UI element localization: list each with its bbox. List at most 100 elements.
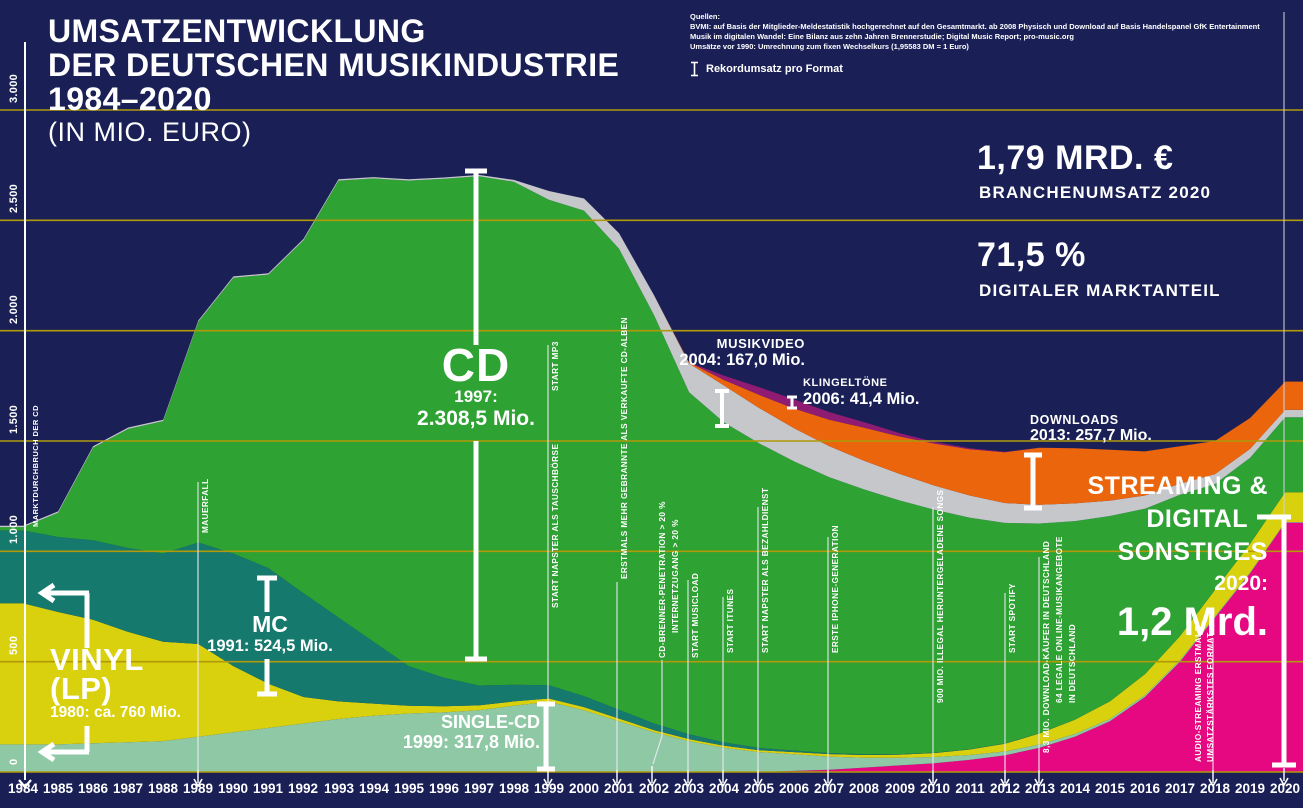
event-label-cdbrenner20: CD-BRENNER-PENETRATION > 20 % [658, 501, 667, 658]
year-2017: 2017 [1164, 781, 1196, 796]
year-2005: 2005 [743, 781, 775, 796]
year-2012: 2012 [989, 781, 1021, 796]
title-line: 1984–2020 [48, 81, 212, 117]
year-1996: 1996 [428, 781, 460, 796]
source-line-2: Umsätze vor 1990: Umrechnung zum fixen W… [690, 42, 969, 51]
year-1999: 1999 [533, 781, 565, 796]
year-1984: 1984 [7, 781, 39, 796]
kpi-total-revenue-label: BRANCHENUMSATZ 2020 [979, 183, 1212, 202]
year-1992: 1992 [287, 781, 319, 796]
format-annotation-single-line0: SINGLE-CD [441, 712, 540, 732]
down-arrow-icon [543, 778, 553, 788]
format-annotation-vinyl-line1: (LP) [50, 671, 113, 706]
format-annotation-vinyl-line2: 1980: ca. 760 Mio. [50, 704, 181, 721]
format-annotation-single-line1: 1999: 317,8 Mio. [402, 732, 540, 752]
format-annotation-streaming: STREAMING & DIGITAL SONSTIGES 2020: 1,2 Mrd. [968, 470, 1269, 646]
record-bar-icon [691, 61, 698, 77]
kpi-digital-share-value: 71,5 % [977, 236, 1086, 274]
event-label-audiostreaming2: UMSATZSTÄRKSTES FORMAT [1206, 632, 1215, 762]
format-annotation-mc-line1: 1991: 524,5 Mio. [207, 637, 333, 655]
format-annotation-streaming-line4: 1,2 Mrd. [1116, 600, 1268, 644]
kpi-total-revenue-value: 1,79 MRD. € [977, 139, 1174, 177]
format-annotation-mc-line0: MC [252, 611, 288, 637]
year-1993: 1993 [323, 781, 355, 796]
left-arrow-icon [37, 741, 56, 763]
event-label-musicload: START MUSICLOAD [691, 572, 700, 658]
format-annotation-musikvideo-line0: MUSIKVIDEO [716, 336, 805, 351]
down-arrow-icon [1000, 778, 1010, 788]
year-2002: 2002 [638, 781, 670, 796]
event-label-audiostreaming: AUDIO-STREAMING ERSTMALS [1194, 625, 1203, 762]
y-tick-500: 500 [8, 635, 20, 655]
kpi-digital-share-label: DIGITALER MARKTANTEIL [979, 281, 1221, 300]
format-annotation-klingeltoene: KLINGELTÖNE 2006: 41,4 Mio. [803, 377, 919, 408]
year-2011: 2011 [955, 781, 985, 796]
y-tick-1.500: 1.500 [8, 404, 20, 434]
year-1994: 1994 [358, 781, 390, 796]
area-single-cd [0, 522, 1303, 772]
year-1990: 1990 [217, 781, 249, 796]
year-1987: 1987 [112, 781, 144, 796]
format-annotation-klingeltoene-line1: 2006: 41,4 Mio. [803, 390, 920, 408]
event-label-itunes: START ITUNES [726, 588, 735, 653]
format-annotation-downloads-line0: DOWNLOADS [1030, 413, 1119, 427]
subtitle-unit: (IN MIO. EURO) [48, 117, 252, 147]
y-tick-0: 0 [8, 758, 20, 765]
year-2020: 2020 [1269, 781, 1301, 796]
format-annotation-single: SINGLE-CD 1999: 317,8 Mio. [340, 712, 540, 752]
event-line-cdbrenner20 [652, 660, 663, 765]
format-annotation-vinyl-line0: VINYL [50, 642, 144, 677]
down-arrow-icon [1208, 778, 1218, 788]
format-annotation-cd-line1: 1997: [454, 387, 498, 406]
event-label-iphone: ERSTE IPHONE-GENERATION [831, 524, 840, 653]
format-annotation-musikvideo: MUSIKVIDEO 2004: 167,0 Mio. [605, 336, 805, 369]
area-vinyl-lp [0, 492, 1303, 758]
year-2000: 2000 [568, 781, 600, 796]
legend-record-marker: Rekordumsatz pro Format [690, 61, 843, 77]
year-2019: 2019 [1234, 781, 1266, 796]
year-1991: 1991 [252, 781, 284, 796]
year-2003: 2003 [673, 781, 705, 796]
format-annotation-cd: CD 1997: 2.308,5 Mio. [376, 339, 576, 430]
event-label-mauerfall: MAUERFALL [201, 478, 210, 533]
down-arrow-icon [753, 778, 763, 788]
y-tick-1.000: 1.000 [8, 514, 20, 544]
year-2018: 2018 [1199, 781, 1231, 796]
format-annotation-streaming-line2: SONSTIGES [1117, 538, 1268, 566]
down-arrow-icon [718, 778, 728, 788]
year-2014: 2014 [1059, 781, 1091, 796]
down-arrow-icon [612, 778, 622, 788]
year-2008: 2008 [848, 781, 880, 796]
year-1997: 1997 [463, 781, 495, 796]
year-2010: 2010 [919, 781, 951, 796]
left-arrow-icon [37, 582, 56, 604]
title-line: DER DEUTSCHEN MUSIKINDUSTRIE [48, 47, 620, 83]
format-annotation-streaming-line3: 2020: [1214, 572, 1268, 595]
year-2015: 2015 [1094, 781, 1126, 796]
area-cd [0, 176, 1303, 755]
year-2006: 2006 [778, 781, 810, 796]
format-annotation-cd-line2: 2.308,5 Mio. [417, 407, 535, 430]
area-streaming-digital-sonstiges [0, 522, 1303, 772]
format-annotation-downloads-line1: 2013: 257,7 Mio. [1030, 427, 1152, 444]
page-title: UMSATZENTWICKLUNG DER DEUTSCHEN MUSIKIND… [48, 14, 619, 116]
year-1988: 1988 [147, 781, 179, 796]
down-arrow-icon [683, 778, 693, 788]
down-arrow-icon [1034, 778, 1044, 788]
side-note-cd-breakthrough: MARKTDURCHBRUCH DER CD [31, 405, 40, 527]
format-annotation-klingeltoene-line0: KLINGELTÖNE [803, 377, 888, 389]
year-2007: 2007 [813, 781, 845, 796]
y-tick-2.000: 2.000 [8, 294, 20, 324]
format-annotation-downloads: DOWNLOADS 2013: 257,7 Mio. [1030, 413, 1152, 445]
down-arrow-icon [1279, 777, 1289, 787]
area-musikvideo [0, 174, 1303, 528]
year-1989: 1989 [182, 781, 214, 796]
axis-arrow-icon [18, 779, 32, 789]
event-label-illegal: 900 MIO. ILLEGAL HERUNTERGELADENE SONGS [936, 489, 945, 703]
source-line-0: BVMI: auf Basis der Mitglieder-Meldestat… [690, 22, 1260, 31]
sources-block: Quellen: BVMI: auf Basis der Mitglieder-… [690, 12, 1260, 52]
format-annotation-musikvideo-line1: 2004: 167,0 Mio. [679, 351, 805, 369]
format-annotation-cd-line0: CD [441, 339, 511, 391]
